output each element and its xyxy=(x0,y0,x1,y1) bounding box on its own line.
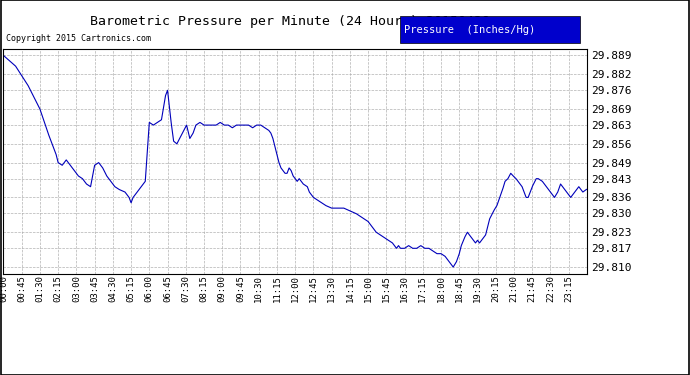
Text: Barometric Pressure per Minute (24 Hours) 20150429: Barometric Pressure per Minute (24 Hours… xyxy=(90,15,490,28)
Text: Copyright 2015 Cartronics.com: Copyright 2015 Cartronics.com xyxy=(6,34,150,43)
Text: Pressure  (Inches/Hg): Pressure (Inches/Hg) xyxy=(404,25,535,34)
